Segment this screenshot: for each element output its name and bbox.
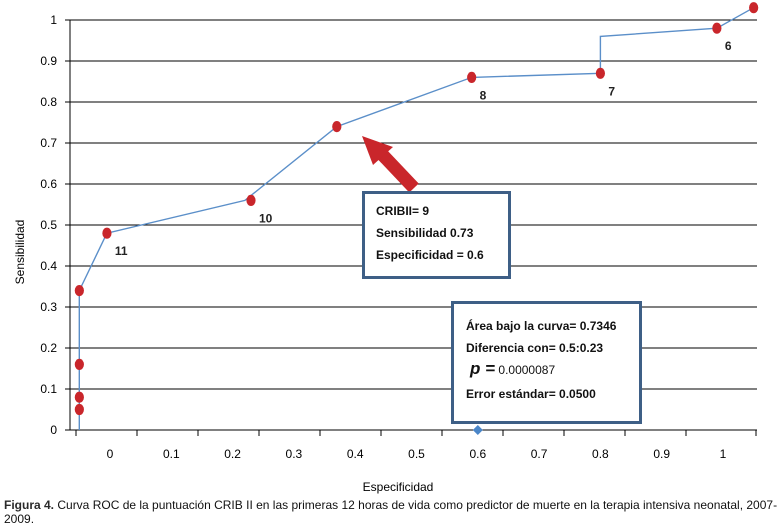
x-axis-title: Especificidad [363, 480, 434, 494]
statistics-annotation-box: Área bajo la curva= 0.7346 Diferencia co… [451, 301, 642, 424]
difference-text: Diferencia con= 0.5:0.23 [466, 341, 604, 355]
x-tick-label-0.6: 0.6 [469, 447, 486, 461]
x-tick-label-0.3: 0.3 [286, 447, 303, 461]
axes [69, 20, 757, 436]
caption-label: Figura 4. [4, 498, 55, 512]
roc-point-7 [467, 71, 477, 83]
cutoff-score-text: CRIBII= 9 [376, 204, 430, 218]
point-label-10: 10 [259, 211, 273, 225]
y-tick-label-0.7: 0.7 [40, 136, 57, 150]
x-tick-label-0.7: 0.7 [531, 447, 548, 461]
roc-point-4 [102, 227, 112, 239]
x-tick-label-0: 0 [107, 447, 114, 461]
point-labels: 11 10 8 7 6 [115, 39, 732, 258]
cutoff-sensitivity-text: Sensibilidad 0.73 [376, 226, 474, 240]
point-label-8: 8 [480, 88, 487, 102]
standard-error-text: Error estándar= 0.0500 [466, 387, 596, 401]
y-tick-label-0.5: 0.5 [40, 218, 57, 232]
point-label-6: 6 [725, 39, 732, 53]
roc-point-1 [74, 391, 84, 403]
cutoff-annotation-box: CRIBII= 9 Sensibilidad 0.73 Especificida… [362, 191, 511, 279]
reference-point [472, 425, 483, 435]
y-tick-labels: 0 0.1 0.2 0.3 0.4 0.5 0.6 0.7 0.8 0.9 1 [40, 13, 57, 437]
x-tick-label-0.4: 0.4 [347, 447, 364, 461]
reference-diamond [472, 425, 483, 435]
caption-text: Curva ROC de la puntuación CRIB II en la… [4, 498, 778, 526]
x-tick-label-0.9: 0.9 [653, 447, 670, 461]
figure-caption: Figura 4. Curva ROC de la puntuación CRI… [4, 498, 780, 526]
y-tick-label-0.9: 0.9 [40, 54, 57, 68]
y-tick-label-1: 1 [50, 13, 57, 27]
y-tick-label-0.3: 0.3 [40, 300, 57, 314]
x-tick-label-1: 1 [720, 447, 727, 461]
roc-point-0 [74, 403, 84, 416]
point-label-11: 11 [115, 244, 128, 258]
auc-text: Área bajo la curva= 0.7346 [466, 319, 617, 333]
point-label-7: 7 [608, 84, 615, 98]
roc-point-5 [246, 194, 256, 206]
p-symbol: p = [470, 359, 496, 378]
x-tick-label-0.1: 0.1 [163, 447, 180, 461]
roc-point-2 [74, 358, 84, 370]
y-tick-label-0: 0 [50, 423, 57, 437]
y-tick-label-0.8: 0.8 [40, 95, 57, 109]
x-tick-labels: 0 0.1 0.2 0.3 0.4 0.5 0.6 0.7 0.8 0.9 1 [107, 447, 727, 461]
p-value: 0.0000087 [498, 363, 556, 377]
y-axis-title: Sensibilidad [13, 220, 27, 285]
roc-point-6 [332, 121, 342, 133]
x-tick-label-0.2: 0.2 [224, 447, 241, 461]
y-tick-label-0.1: 0.1 [40, 382, 57, 396]
roc-point-10 [749, 2, 759, 14]
x-tick-label-0.8: 0.8 [592, 447, 609, 461]
roc-point-3 [74, 285, 84, 297]
data-points [74, 2, 759, 416]
cutoff-specificity-text: Especificidad = 0.6 [376, 248, 484, 262]
y-tick-label-0.4: 0.4 [40, 259, 57, 273]
p-value-row: p = 0.0000087 [470, 359, 555, 379]
y-tick-label-0.2: 0.2 [40, 341, 57, 355]
roc-point-9 [712, 22, 722, 34]
roc-point-8 [595, 67, 606, 79]
annotation-arrow [362, 136, 419, 193]
y-tick-label-0.6: 0.6 [40, 177, 57, 191]
x-tick-label-0.5: 0.5 [408, 447, 425, 461]
